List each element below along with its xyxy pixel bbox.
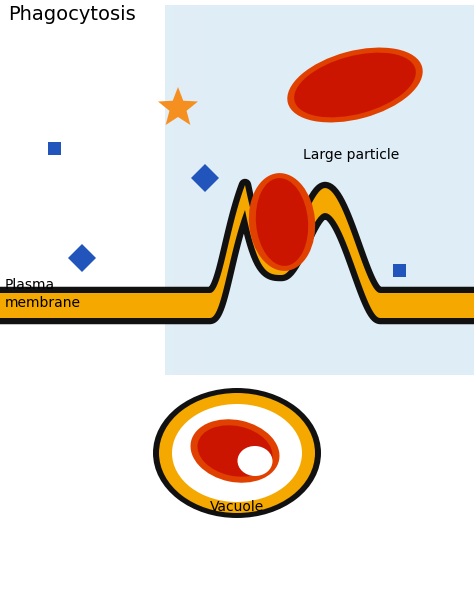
- Polygon shape: [0, 185, 474, 318]
- Polygon shape: [0, 185, 474, 318]
- Polygon shape: [173, 5, 181, 375]
- Ellipse shape: [294, 53, 416, 118]
- Text: Vacuole: Vacuole: [210, 500, 264, 514]
- Ellipse shape: [172, 404, 302, 502]
- Text: Phagocytosis: Phagocytosis: [8, 5, 136, 24]
- Bar: [48, 141, 62, 154]
- Bar: [393, 264, 407, 277]
- Ellipse shape: [191, 419, 280, 483]
- Polygon shape: [191, 164, 219, 192]
- Polygon shape: [158, 87, 198, 125]
- Ellipse shape: [256, 178, 308, 266]
- Text: Large particle: Large particle: [303, 148, 399, 162]
- Ellipse shape: [159, 393, 315, 513]
- Polygon shape: [165, 5, 173, 375]
- Polygon shape: [165, 5, 474, 375]
- Text: Plasma
membrane: Plasma membrane: [5, 278, 81, 310]
- Ellipse shape: [237, 446, 273, 476]
- Polygon shape: [68, 244, 96, 272]
- Ellipse shape: [153, 388, 321, 518]
- Ellipse shape: [249, 173, 315, 271]
- Ellipse shape: [287, 48, 423, 122]
- Ellipse shape: [198, 425, 273, 477]
